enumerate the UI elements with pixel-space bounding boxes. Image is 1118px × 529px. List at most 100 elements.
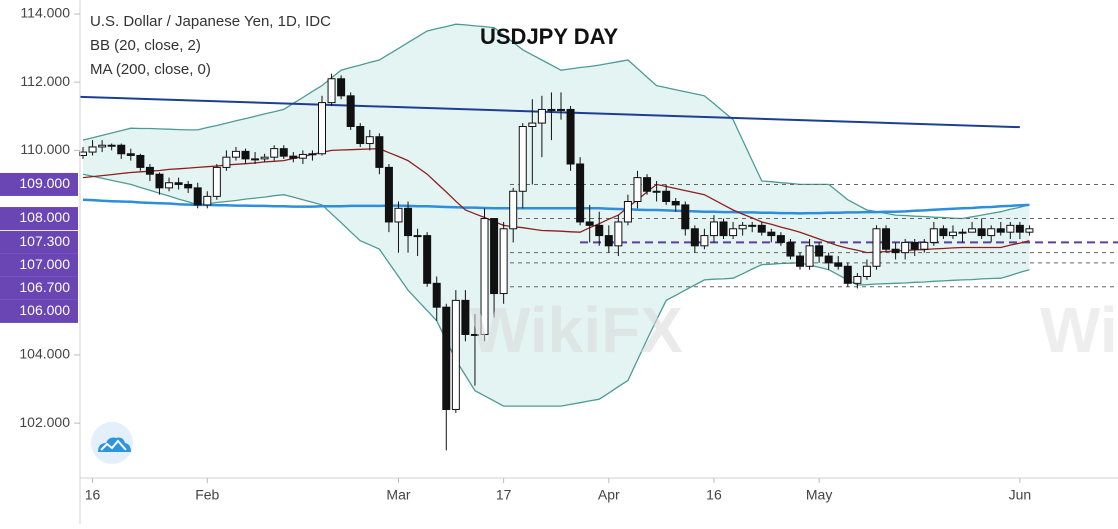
- candle-body: [491, 219, 498, 294]
- logo: [91, 422, 133, 464]
- candle-body: [586, 222, 593, 225]
- level-label: 106.000: [19, 302, 70, 318]
- level-label: 108.000: [19, 209, 70, 225]
- candle-body: [720, 222, 727, 236]
- watermark: WikiFX: [470, 294, 683, 366]
- candle-body: [634, 178, 641, 202]
- candle-body: [567, 109, 574, 164]
- level-label: 107.300: [19, 233, 70, 249]
- candle-body: [768, 232, 775, 235]
- candle-body: [261, 157, 268, 159]
- candle-body: [997, 229, 1004, 232]
- candle-body: [1026, 229, 1033, 232]
- candle-body: [605, 236, 612, 246]
- candle-body: [443, 307, 450, 409]
- candle-body: [519, 126, 526, 191]
- symbol-label: U.S. Dollar / Japanese Yen, 1D, IDC: [90, 13, 331, 30]
- candle-body: [1016, 225, 1023, 232]
- candle-body: [663, 191, 670, 201]
- candle-body: [797, 256, 804, 266]
- candle-body: [787, 242, 794, 256]
- candle-body: [309, 154, 316, 155]
- candle-body: [156, 174, 163, 188]
- candle-body: [108, 145, 115, 146]
- indicator-label: BB (20, close, 2): [90, 37, 201, 54]
- x-tick-label: Jun: [1009, 487, 1032, 503]
- candle-body: [319, 103, 326, 154]
- chart-title: USDJPY DAY: [480, 24, 619, 49]
- x-tick-label: Apr: [598, 487, 620, 503]
- candle-body: [988, 229, 995, 236]
- candle-body: [911, 242, 918, 249]
- candle-body: [978, 229, 985, 236]
- y-tick-label: 104.000: [19, 346, 70, 362]
- candle-body: [930, 229, 937, 243]
- candle-body: [328, 79, 335, 103]
- candle-body: [424, 236, 431, 284]
- candle-body: [892, 249, 899, 252]
- candle-body: [701, 236, 708, 246]
- candle-body: [433, 283, 440, 307]
- candle-body: [376, 137, 383, 168]
- candle-body: [366, 137, 373, 144]
- candle-body: [1007, 225, 1014, 232]
- candle-body: [299, 154, 306, 158]
- candle-body: [710, 222, 717, 236]
- level-label: 106.700: [19, 279, 70, 295]
- candle-body: [405, 208, 412, 235]
- candle-body: [146, 167, 153, 174]
- candle-body: [844, 266, 851, 283]
- candle-body: [854, 277, 861, 284]
- candle-body: [357, 126, 364, 143]
- candle-body: [290, 156, 297, 158]
- candle-body: [395, 208, 402, 222]
- candle-body: [137, 155, 144, 167]
- candle-body: [806, 246, 813, 266]
- watermark: WikiFX: [1040, 294, 1118, 366]
- candle-body: [185, 184, 192, 187]
- x-tick-label: May: [806, 487, 832, 503]
- candle-body: [682, 205, 689, 229]
- candle-body: [529, 123, 536, 126]
- candle-body: [347, 96, 354, 127]
- x-tick-label: Mar: [386, 487, 410, 503]
- candle-body: [835, 263, 842, 266]
- candle-body: [777, 236, 784, 243]
- y-tick-label: 114.000: [20, 5, 70, 21]
- candle-body: [118, 145, 125, 154]
- candle-body: [825, 256, 832, 263]
- candle-body: [99, 145, 106, 147]
- candle-body: [739, 225, 746, 228]
- candle-body: [548, 109, 555, 110]
- x-tick-label: 17: [496, 487, 512, 503]
- candle-body: [204, 196, 211, 205]
- candle-body: [127, 154, 134, 156]
- candle-body: [242, 151, 249, 159]
- candle-body: [758, 225, 765, 232]
- candle-body: [80, 152, 87, 155]
- candle-body: [902, 242, 909, 252]
- x-tick-label: Feb: [195, 487, 219, 503]
- indicator-label: MA (200, close, 0): [90, 61, 211, 78]
- candle-body: [577, 164, 584, 222]
- candle-body: [223, 157, 230, 167]
- candle-body: [615, 222, 622, 246]
- y-tick-label: 102.000: [19, 414, 70, 430]
- candle-body: [89, 147, 96, 152]
- candle-body: [940, 229, 947, 236]
- candle-body: [959, 232, 966, 233]
- candle-body: [232, 151, 239, 157]
- candle-body: [873, 229, 880, 267]
- candle-body: [921, 242, 928, 249]
- candle-body: [883, 229, 890, 249]
- candle-body: [166, 183, 173, 188]
- candle-body: [194, 188, 201, 205]
- x-tick-label: 16: [706, 487, 722, 503]
- level-label: 107.000: [19, 256, 70, 272]
- candle-body: [462, 300, 469, 334]
- candle-body: [624, 201, 631, 221]
- candle-body: [538, 109, 545, 123]
- candle-body: [749, 225, 756, 226]
